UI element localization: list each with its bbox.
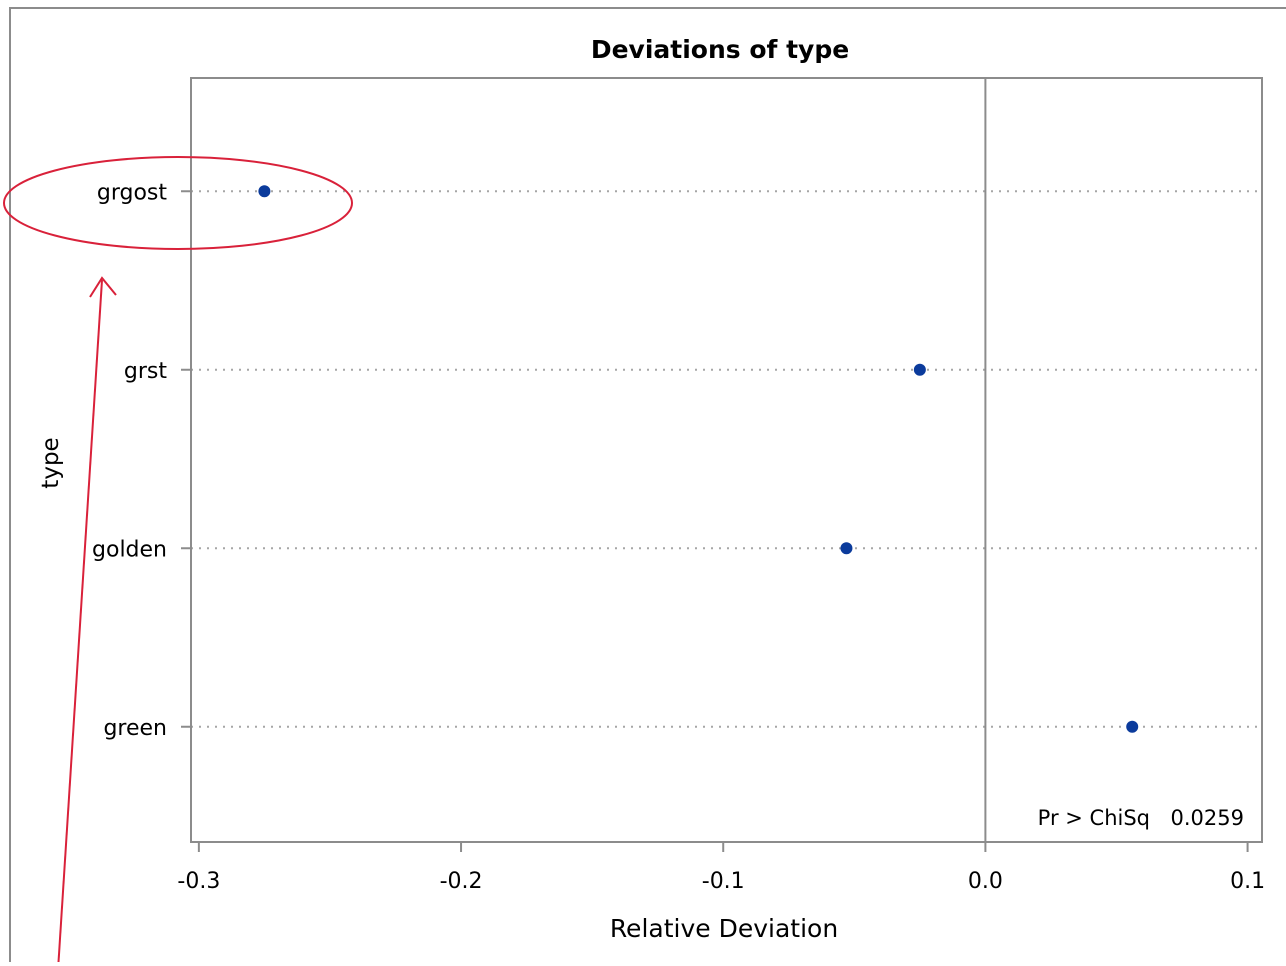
y-tick-label-grst: grst [124,359,167,384]
y-tick-label-green: green [103,716,167,741]
highlight-arrow-shaft [57,279,103,966]
data-points [258,185,1139,733]
y-tick-label-grgost: grgost [97,180,168,205]
highlight-annotation [3,156,353,966]
y-tick-label-golden: golden [92,537,167,562]
graph-frame [9,7,1286,966]
pvalue-value: 0.0259 [1171,806,1244,830]
highlight-ellipse [3,156,353,250]
x-tick-label-4: 0.1 [1230,869,1265,894]
plot-area-frame [190,77,1263,843]
point-grst [913,363,926,376]
x-tick-label-0: -0.3 [177,869,220,894]
highlight-arrow-head [89,276,117,298]
pvalue-annotation: Pr > ChiSq 0.0259 [1038,806,1244,830]
x-axis-label: Relative Deviation [610,914,838,943]
point-grgost [258,185,271,198]
y-tick-labels: grgost grst golden green [92,180,191,741]
chart-title: Deviations of type [591,35,849,64]
pvalue-label: Pr > ChiSq [1038,806,1150,830]
y-axis-label: type [38,437,64,488]
x-tick-label-2: -0.1 [702,869,745,894]
x-ticks: -0.3 -0.2 -0.1 0.0 0.1 [177,842,1265,894]
gridlines [191,190,1262,728]
x-tick-label-1: -0.2 [440,869,483,894]
x-tick-label-3: 0.0 [968,869,1003,894]
point-green [1126,720,1139,733]
point-golden [840,542,853,555]
